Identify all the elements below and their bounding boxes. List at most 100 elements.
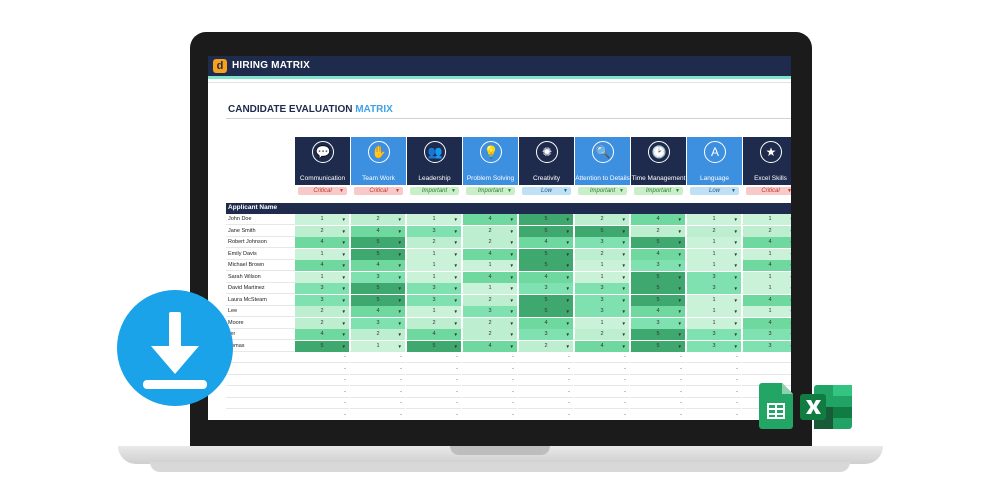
priority-dropdown[interactable]: Low ▼ xyxy=(522,187,571,195)
score-cell[interactable]: 3▼ xyxy=(631,317,686,329)
empty-score-cell[interactable]: - xyxy=(631,363,686,375)
score-cell[interactable]: 1▼ xyxy=(575,317,630,329)
empty-score-cell[interactable]: - xyxy=(463,409,518,420)
empty-score-cell[interactable]: - xyxy=(295,375,350,386)
score-cell[interactable]: 3▼ xyxy=(295,283,350,294)
empty-score-cell[interactable]: - xyxy=(687,409,742,420)
empty-score-cell[interactable]: - xyxy=(463,398,518,409)
score-cell[interactable]: 4▼ xyxy=(463,214,518,225)
score-cell[interactable]: 1▼ xyxy=(687,306,742,317)
score-cell[interactable]: 3▼ xyxy=(407,225,462,237)
priority-dropdown[interactable]: Important ▼ xyxy=(466,187,515,195)
empty-score-cell[interactable]: - xyxy=(687,363,742,375)
score-cell[interactable]: 1▼ xyxy=(407,260,462,271)
empty-score-cell[interactable]: - xyxy=(407,352,462,363)
score-cell[interactable]: 4▼ xyxy=(463,271,518,283)
score-cell[interactable]: 5 ▼ xyxy=(351,283,406,294)
score-cell[interactable]: 5 ▼ xyxy=(519,248,574,260)
score-cell[interactable]: 1▼ xyxy=(295,271,350,283)
score-cell[interactable]: 5 ▼ xyxy=(519,306,574,317)
score-cell[interactable]: 5 ▼ xyxy=(519,260,574,271)
score-cell[interactable]: 2▼ xyxy=(631,225,686,237)
score-cell[interactable]: 4▼ xyxy=(351,225,406,237)
score-cell[interactable]: 1▼ xyxy=(351,340,406,352)
score-cell[interactable]: 1▼ xyxy=(687,214,742,225)
empty-score-cell[interactable]: - xyxy=(519,398,574,409)
empty-score-cell[interactable]: - xyxy=(743,364,791,375)
score-cell[interactable]: 1▼ xyxy=(463,260,518,271)
score-cell[interactable]: 3▼ xyxy=(687,340,742,352)
score-cell[interactable]: 1▼ xyxy=(743,306,791,317)
download-badge[interactable] xyxy=(117,290,233,406)
score-cell[interactable]: 3▼ xyxy=(631,260,686,271)
priority-dropdown[interactable]: Critical ▼ xyxy=(298,187,347,195)
empty-score-cell[interactable]: - xyxy=(519,375,574,386)
score-cell[interactable]: 1▼ xyxy=(463,283,518,294)
score-cell[interactable]: 2▼ xyxy=(295,317,350,329)
score-cell[interactable]: 1▼ xyxy=(743,283,791,294)
score-cell[interactable]: 2▼ xyxy=(463,317,518,329)
score-cell[interactable]: 1▼ xyxy=(407,248,462,260)
score-cell[interactable]: 5 ▼ xyxy=(631,237,686,248)
score-cell[interactable]: 1▼ xyxy=(687,317,742,329)
score-cell[interactable]: 4▼ xyxy=(519,237,574,248)
priority-dropdown[interactable]: Critical ▼ xyxy=(354,187,403,195)
score-cell[interactable]: 4▼ xyxy=(743,237,791,248)
score-cell[interactable]: 3▼ xyxy=(519,283,574,294)
empty-score-cell[interactable]: - xyxy=(687,352,742,363)
score-cell[interactable]: 3▼ xyxy=(575,237,630,248)
empty-score-cell[interactable]: - xyxy=(351,386,406,398)
empty-score-cell[interactable]: - xyxy=(519,352,574,363)
empty-score-cell[interactable]: - xyxy=(463,386,518,398)
score-cell[interactable]: 3▼ xyxy=(687,271,742,283)
empty-score-cell[interactable]: - xyxy=(575,363,630,375)
empty-score-cell[interactable]: - xyxy=(407,409,462,420)
empty-score-cell[interactable]: - xyxy=(575,375,630,386)
score-cell[interactable]: 5 ▼ xyxy=(575,225,630,237)
score-cell[interactable]: 2▼ xyxy=(575,329,630,340)
score-cell[interactable]: 3▼ xyxy=(743,340,791,352)
empty-score-cell[interactable]: - xyxy=(295,363,350,375)
score-cell[interactable]: 4▼ xyxy=(351,260,406,271)
score-cell[interactable]: 5 ▼ xyxy=(631,340,686,352)
empty-score-cell[interactable]: - xyxy=(519,386,574,398)
score-cell[interactable]: 4▼ xyxy=(631,248,686,260)
score-cell[interactable]: 2▼ xyxy=(575,214,630,225)
empty-score-cell[interactable]: - xyxy=(463,363,518,375)
empty-score-cell[interactable]: - xyxy=(295,386,350,398)
empty-score-cell[interactable]: - xyxy=(351,352,406,363)
empty-score-cell[interactable]: - xyxy=(519,363,574,375)
score-cell[interactable]: 4▼ xyxy=(743,260,791,271)
empty-score-cell[interactable]: - xyxy=(631,398,686,409)
empty-score-cell[interactable]: - xyxy=(295,398,350,409)
score-cell[interactable]: 2▼ xyxy=(463,294,518,306)
score-cell[interactable]: 3▼ xyxy=(407,294,462,306)
score-cell[interactable]: 3▼ xyxy=(463,306,518,317)
priority-dropdown[interactable]: Important ▼ xyxy=(578,187,627,195)
score-cell[interactable]: 1▼ xyxy=(407,214,462,225)
score-cell[interactable]: 4▼ xyxy=(295,260,350,271)
score-cell[interactable]: 4▼ xyxy=(407,329,462,340)
empty-score-cell[interactable]: - xyxy=(631,375,686,386)
empty-score-cell[interactable]: - xyxy=(351,398,406,409)
empty-score-cell[interactable]: - xyxy=(575,386,630,398)
priority-dropdown[interactable]: Important ▼ xyxy=(410,187,459,195)
score-cell[interactable]: 3▼ xyxy=(351,271,406,283)
empty-score-cell[interactable]: - xyxy=(519,409,574,420)
score-cell[interactable]: 5 ▼ xyxy=(351,248,406,260)
score-cell[interactable]: 2▼ xyxy=(407,317,462,329)
score-cell[interactable]: 5 ▼ xyxy=(519,225,574,237)
empty-score-cell[interactable]: - xyxy=(407,398,462,409)
empty-score-cell[interactable]: - xyxy=(351,363,406,375)
score-cell[interactable]: 5 ▼ xyxy=(519,214,574,225)
score-cell[interactable]: 1▼ xyxy=(407,306,462,317)
score-cell[interactable]: 2▼ xyxy=(351,329,406,340)
score-cell[interactable]: 3▼ xyxy=(295,294,350,306)
score-cell[interactable]: 4▼ xyxy=(519,271,574,283)
score-cell[interactable]: 4▼ xyxy=(295,237,350,248)
score-cell[interactable]: 3▼ xyxy=(575,283,630,294)
empty-score-cell[interactable]: - xyxy=(463,352,518,363)
empty-score-cell[interactable]: - xyxy=(631,386,686,398)
empty-score-cell[interactable]: - xyxy=(575,352,630,363)
score-cell[interactable]: 4▼ xyxy=(519,317,574,329)
